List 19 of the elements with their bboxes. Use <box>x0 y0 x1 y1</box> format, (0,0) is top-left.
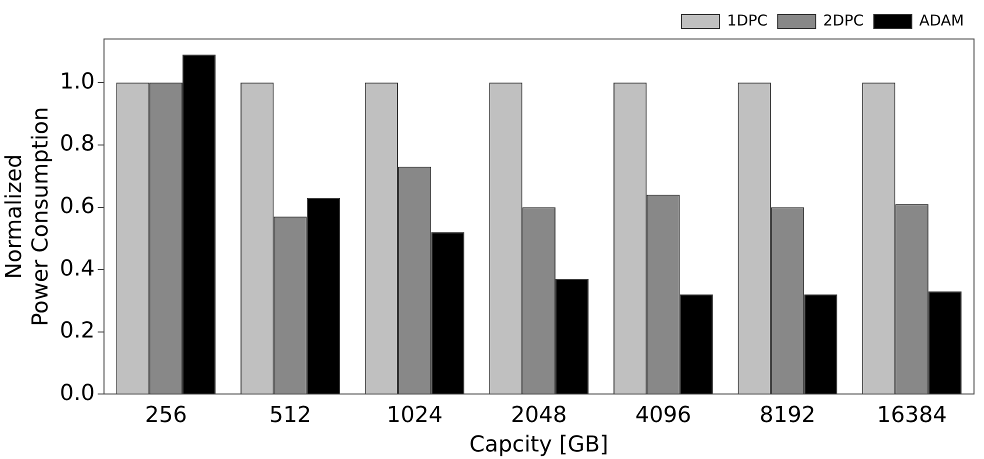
x-tick-label: 512 <box>269 403 312 428</box>
legend-label: 1DPC <box>727 11 768 30</box>
y-tick-label: 0.0 <box>60 380 95 406</box>
legend-label: 2DPC <box>823 11 864 30</box>
x-tick-label: 1024 <box>386 403 443 428</box>
x-tick-label: 2048 <box>510 403 567 428</box>
y-tick-label: 0.2 <box>60 318 95 344</box>
x-tick-label: 8192 <box>760 403 816 428</box>
x-tick-label: 4096 <box>635 403 692 428</box>
y-tick-label: 0.8 <box>60 132 95 157</box>
y-tick-label: 0.4 <box>60 256 95 282</box>
x-tick-label: 256 <box>144 403 187 428</box>
x-tick-label: 16384 <box>876 403 947 428</box>
text: Normalized <box>2 154 27 279</box>
text: Power Consumption <box>28 106 54 326</box>
y-tick-label: 1.0 <box>60 69 95 94</box>
y-tick-label: 0.6 <box>60 194 95 219</box>
x-axis-title: Capcity [GB] <box>469 432 608 458</box>
legend-label: ADAM <box>919 11 964 30</box>
